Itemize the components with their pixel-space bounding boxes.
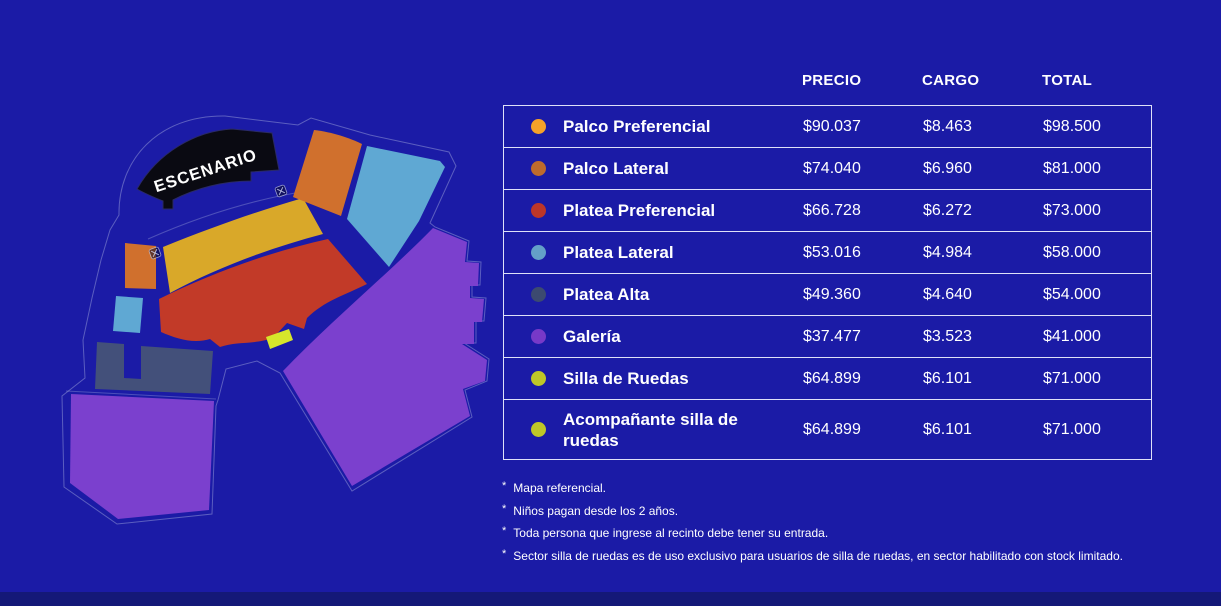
map-section-galeria-left (70, 394, 214, 519)
total-value: $58.000 (1043, 243, 1101, 261)
price-table-header: PRECIO CARGO TOTAL (503, 72, 1152, 89)
table-row: Galería $37.477 $3.523 $41.000 (504, 316, 1151, 358)
footnote-text: Niños pagan desde los 2 años. (513, 503, 679, 518)
stairs-icon (148, 246, 162, 260)
category-color-dot (531, 422, 546, 437)
map-section-platea-alta (95, 342, 213, 394)
category-name: Silla de Ruedas (563, 369, 689, 388)
map-section-palco-lateral-left (125, 243, 156, 289)
cargo-value: $6.101 (923, 420, 972, 438)
total-value: $71.000 (1043, 369, 1101, 387)
total-value: $98.500 (1043, 117, 1101, 135)
map-section-platea-lateral-left (113, 296, 143, 333)
category-name: Galería (563, 327, 621, 346)
cargo-value: $8.463 (923, 117, 972, 135)
map-section-palco-preferencial (163, 198, 323, 293)
table-row: Silla de Ruedas $64.899 $6.101 $71.000 (504, 358, 1151, 400)
precio-value: $74.040 (803, 159, 861, 177)
asterisk-marker: * (502, 480, 507, 492)
precio-value: $90.037 (803, 117, 861, 135)
category-color-dot (531, 119, 546, 134)
table-row: Platea Alta $49.360 $4.640 $54.000 (504, 274, 1151, 316)
category-name: Palco Preferencial (563, 117, 711, 136)
category-name: Palco Lateral (563, 159, 669, 178)
footer-bar (0, 592, 1221, 606)
cargo-value: $6.272 (923, 201, 972, 219)
table-row: Platea Preferencial $66.728 $6.272 $73.0… (504, 190, 1151, 232)
asterisk-marker: * (502, 502, 507, 515)
total-value: $71.000 (1043, 420, 1101, 438)
footnotes: * Mapa referencial. * Niños pagan desde lo… (502, 480, 1192, 572)
asterisk-marker: * (502, 525, 507, 537)
walkway-outline (147, 190, 308, 240)
cargo-value: $3.523 (923, 327, 972, 345)
footnote: * Niños pagan desde los 2 años. (502, 502, 1192, 519)
category-color-dot (531, 287, 546, 302)
cargo-value: $4.640 (923, 285, 972, 303)
total-value: $54.000 (1043, 285, 1101, 303)
total-value: $81.000 (1043, 159, 1101, 177)
precio-value: $64.899 (803, 420, 861, 438)
footnote-text: Toda persona que ingrese al recinto debe… (513, 526, 829, 540)
total-value: $41.000 (1043, 327, 1101, 345)
precio-value: $53.016 (803, 243, 861, 261)
header-precio: PRECIO (802, 72, 862, 89)
category-color-dot (531, 371, 546, 386)
category-name: Platea Lateral (563, 243, 674, 262)
map-section-palco-lateral-right (293, 130, 362, 216)
map-section-platea-preferencial (159, 239, 367, 347)
table-row: Acompañante silla de ruedas $64.899 $6.1… (504, 400, 1151, 459)
map-section-silla-de-ruedas (266, 329, 293, 349)
header-total: TOTAL (1042, 72, 1093, 89)
precio-value: $64.899 (803, 369, 861, 387)
category-name: Acompañante silla de ruedas (563, 409, 738, 450)
venue-outline (61, 115, 490, 525)
stairs-icon (274, 184, 288, 198)
footnote-text: Sector silla de ruedas es de uso exclusi… (513, 548, 1123, 563)
category-name: Platea Preferencial (563, 201, 716, 220)
cargo-value: $6.960 (923, 159, 972, 177)
cargo-value: $6.101 (923, 369, 972, 387)
total-value: $73.000 (1043, 201, 1101, 219)
category-color-dot (531, 329, 546, 344)
precio-value: $66.728 (803, 201, 861, 219)
category-color-dot (531, 245, 546, 260)
precio-value: $49.360 (803, 285, 861, 303)
map-section-platea-lateral-right (347, 146, 445, 267)
asterisk-marker: * (502, 547, 507, 560)
price-table: Palco Preferencial $90.037 $8.463 $98.50… (503, 105, 1152, 460)
venue-map: ESCENARIO (40, 95, 500, 560)
footnote: * Sector silla de ruedas es de uso exclus… (502, 547, 1192, 564)
map-section-galeria-right (283, 228, 487, 486)
walkway-outline-lower (65, 390, 217, 400)
precio-value: $37.477 (803, 327, 861, 345)
map-stage (136, 128, 280, 210)
cargo-value: $4.984 (923, 243, 972, 261)
footnote-text: Mapa referencial. (513, 481, 606, 495)
category-color-dot (531, 203, 546, 218)
footnote: * Mapa referencial. (502, 480, 1192, 496)
header-cargo: CARGO (922, 72, 980, 89)
category-name: Platea Alta (563, 285, 650, 304)
table-row: Palco Lateral $74.040 $6.960 $81.000 (504, 148, 1151, 190)
header-spacer (503, 72, 802, 89)
table-row: Platea Lateral $53.016 $4.984 $58.000 (504, 232, 1151, 274)
category-color-dot (531, 161, 546, 176)
footnote: * Toda persona que ingrese al recinto deb… (502, 525, 1192, 541)
table-row: Palco Preferencial $90.037 $8.463 $98.50… (504, 106, 1151, 148)
